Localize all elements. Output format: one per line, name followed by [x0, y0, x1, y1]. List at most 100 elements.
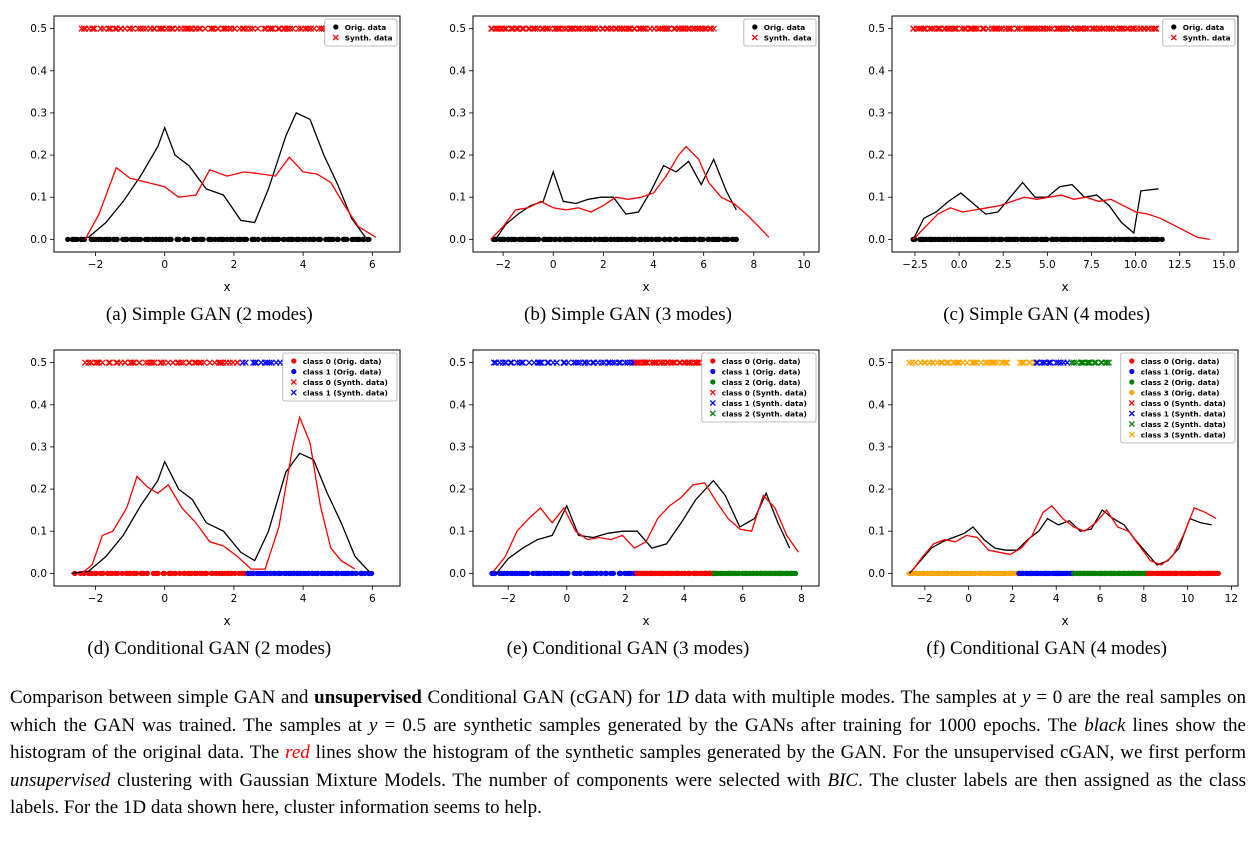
svg-text:10.0: 10.0 [1124, 259, 1147, 271]
svg-text:class 2 (Synth. data): class 2 (Synth. data) [1140, 420, 1225, 429]
svg-text:Orig. data: Orig. data [764, 23, 805, 32]
svg-text:10: 10 [1181, 593, 1194, 605]
svg-text:class 0 (Synth. data): class 0 (Synth. data) [1140, 399, 1225, 408]
subplot-caption-f: (f) Conditional GAN (4 modes) [926, 638, 1167, 659]
svg-text:4: 4 [1053, 593, 1060, 605]
svg-text:class 0 (Orig. data): class 0 (Orig. data) [303, 357, 382, 366]
svg-text:6: 6 [1096, 593, 1103, 605]
svg-text:class 0 (Synth. data): class 0 (Synth. data) [303, 378, 388, 387]
svg-text:class 2 (Synth. data): class 2 (Synth. data) [722, 409, 807, 418]
svg-text:0.5: 0.5 [449, 357, 466, 369]
svg-text:0.3: 0.3 [868, 107, 885, 119]
figure-grid: −2 0 2 4 6 0.0 0.1 0.2 0.3 0.4 0.5 x Orig. data Synth… [0, 6, 1256, 674]
svg-text:class 1 (Synth. data): class 1 (Synth. data) [303, 388, 388, 397]
svg-text:0.5: 0.5 [449, 23, 466, 35]
svg-text:−2: −2 [500, 593, 515, 605]
figure-description: Comparison between simple GAN and unsupe… [10, 684, 1246, 822]
svg-text:0.3: 0.3 [449, 441, 466, 453]
svg-text:0.1: 0.1 [31, 526, 48, 538]
svg-text:0.4: 0.4 [868, 399, 885, 411]
subplot-c: −2.5 0.0 2.5 5.0 7.5 10.0 12.5 15.0 0.0 0.1 0.2 0.3… [837, 6, 1256, 340]
subplot-caption-a: (a) Simple GAN (2 modes) [105, 304, 313, 325]
svg-text:4: 4 [650, 259, 657, 271]
svg-text:class 0 (Orig. data): class 0 (Orig. data) [1140, 357, 1219, 366]
svg-text:x: x [642, 614, 649, 628]
svg-text:class 1 (Orig. data): class 1 (Orig. data) [722, 367, 801, 376]
description-segment: . The cluster labels are then assigned a… [10, 769, 1246, 819]
svg-text:0: 0 [162, 593, 169, 605]
svg-text:0.5: 0.5 [868, 23, 885, 35]
svg-text:0.4: 0.4 [449, 65, 466, 77]
svg-text:class 1 (Orig. data): class 1 (Orig. data) [1140, 367, 1219, 376]
svg-text:0.0: 0.0 [868, 234, 885, 246]
chart-simple-gan-3-modes: −2 0 2 4 6 8 10 0.0 0.1 0.2 0.3 0.4 0.5 x Orig. dataSy… [424, 6, 831, 296]
svg-text:0.2: 0.2 [449, 484, 466, 496]
svg-text:0.2: 0.2 [868, 484, 885, 496]
svg-text:8: 8 [798, 593, 805, 605]
svg-text:0.1: 0.1 [868, 192, 885, 204]
description-segment: y [368, 714, 378, 736]
svg-text:class 2 (Orig. data): class 2 (Orig. data) [722, 378, 801, 387]
svg-text:Synth. data: Synth. data [764, 33, 812, 42]
svg-text:6: 6 [739, 593, 746, 605]
description-segment: data with multiple modes. The samples at [689, 687, 1023, 708]
chart-conditional-gan-2-modes: −2 0 2 4 6 0.0 0.1 0.2 0.3 0.4 0.5 x class 0 (Orig. … [6, 340, 413, 630]
subplot-b: −2 0 2 4 6 8 10 0.0 0.1 0.2 0.3 0.4 0.5 x Orig. data Sy… [419, 6, 838, 340]
chart-conditional-gan-3-modes: −2 0 2 4 6 8 0.0 0.1 0.2 0.3 0.4 0.5 x class 0 (Orig.… [424, 340, 831, 630]
svg-text:0.3: 0.3 [868, 441, 885, 453]
svg-text:0.1: 0.1 [449, 192, 466, 204]
subplot-a: −2 0 2 4 6 0.0 0.1 0.2 0.3 0.4 0.5 x Orig. data Synth… [0, 6, 419, 340]
svg-text:Synth. data: Synth. data [1182, 33, 1230, 42]
svg-text:0.0: 0.0 [950, 259, 967, 271]
svg-text:class 3 (Synth. data): class 3 (Synth. data) [1140, 430, 1225, 439]
svg-text:4: 4 [300, 593, 307, 605]
svg-text:Orig. data: Orig. data [1182, 23, 1223, 32]
svg-text:class 1 (Synth. data): class 1 (Synth. data) [722, 399, 807, 408]
svg-text:4: 4 [681, 593, 688, 605]
description-segment: y [1022, 687, 1031, 708]
subplot-caption-e: (e) Conditional GAN (3 modes) [506, 638, 750, 659]
description-segment: lines show the histogram of the syntheti… [309, 742, 1247, 763]
description-segment: Comparison between simple GAN and [10, 687, 315, 708]
svg-text:0: 0 [550, 259, 557, 271]
svg-text:0: 0 [162, 259, 169, 271]
chart-simple-gan-4-modes: −2.5 0.0 2.5 5.0 7.5 10.0 12.5 15.0 0.0 0.1 0.2 0.3… [843, 6, 1250, 296]
svg-text:0.3: 0.3 [449, 107, 466, 119]
svg-text:8: 8 [1140, 593, 1147, 605]
svg-text:8: 8 [750, 259, 757, 271]
svg-text:Orig. data: Orig. data [345, 23, 386, 32]
svg-text:7.5: 7.5 [1083, 259, 1100, 271]
description-segment: Conditional GAN (cGAN) for 1 [421, 687, 676, 708]
subplot-e: −2 0 2 4 6 8 0.0 0.1 0.2 0.3 0.4 0.5 x class 0 (Orig.… [419, 340, 838, 674]
svg-text:12: 12 [1224, 593, 1237, 605]
svg-text:2: 2 [231, 259, 238, 271]
svg-text:x: x [1061, 614, 1068, 628]
description-segment: D [675, 687, 690, 708]
svg-text:class 0 (Orig. data): class 0 (Orig. data) [722, 357, 801, 366]
svg-text:2: 2 [1009, 593, 1016, 605]
svg-text:2: 2 [622, 593, 629, 605]
svg-text:6: 6 [369, 259, 376, 271]
svg-text:x: x [224, 614, 231, 628]
description-segment: red [285, 742, 310, 763]
chart-conditional-gan-4-modes: −2 0 2 4 6 8 10 12 0.0 0.1 0.2 0.3 0.4 0.5 x class 0 (O… [843, 340, 1250, 630]
svg-text:5.0: 5.0 [1039, 259, 1056, 271]
description-segment: black [1084, 714, 1126, 736]
description-segment: unsupervised [10, 769, 111, 791]
svg-text:0.1: 0.1 [868, 526, 885, 538]
svg-text:0.2: 0.2 [31, 484, 48, 496]
svg-text:class 1 (Orig. data): class 1 (Orig. data) [303, 367, 382, 376]
svg-text:0.0: 0.0 [868, 568, 885, 580]
svg-text:x: x [1061, 280, 1068, 294]
subplot-caption-c: (c) Simple GAN (4 modes) [943, 304, 1151, 325]
svg-text:10: 10 [797, 259, 810, 271]
svg-text:2.5: 2.5 [995, 259, 1012, 271]
svg-text:15.0: 15.0 [1212, 259, 1235, 271]
svg-text:2: 2 [600, 259, 607, 271]
svg-text:0.4: 0.4 [31, 65, 48, 77]
svg-text:class 0 (Synth. data): class 0 (Synth. data) [722, 388, 807, 397]
svg-text:0.5: 0.5 [31, 23, 48, 35]
svg-text:0.0: 0.0 [449, 568, 466, 580]
svg-text:0: 0 [563, 593, 570, 605]
subplot-d: −2 0 2 4 6 0.0 0.1 0.2 0.3 0.4 0.5 x class 0 (Orig. … [0, 340, 419, 674]
